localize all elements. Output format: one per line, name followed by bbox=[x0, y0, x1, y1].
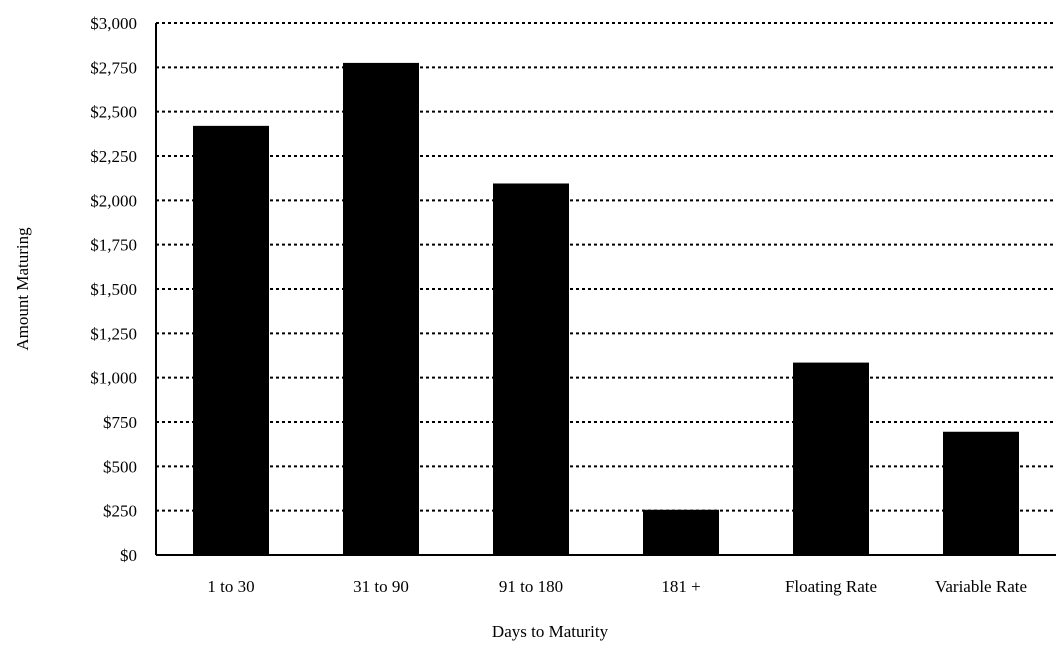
y-tick-label: $1,250 bbox=[90, 324, 137, 343]
gridlines bbox=[156, 22, 1056, 512]
bar-91-to-180 bbox=[493, 183, 569, 555]
y-tick-label: $1,500 bbox=[90, 280, 137, 299]
y-tick-label: $1,000 bbox=[90, 369, 137, 388]
y-tick-label: $2,750 bbox=[90, 58, 137, 77]
bar-1-to-30 bbox=[193, 125, 269, 555]
y-tick-label: $0 bbox=[120, 546, 137, 565]
bar-31-to-90 bbox=[343, 62, 419, 556]
x-tick-labels: 1 to 30 31 to 90 91 to 180 181 + Floating Ra… bbox=[207, 577, 1027, 596]
y-tick-labels: $0 $250 $500 $750 $1,000 $1,250 $1,500 $1,750 $2… bbox=[90, 14, 137, 565]
y-tick-label: $2,500 bbox=[90, 103, 137, 122]
x-tick-label: Variable Rate bbox=[935, 577, 1027, 596]
y-tick-label: $3,000 bbox=[90, 14, 137, 33]
x-tick-label: 1 to 30 bbox=[207, 577, 254, 596]
bar-181 bbox=[643, 509, 719, 555]
x-tick-label: Floating Rate bbox=[785, 577, 877, 596]
y-tick-label: $2,000 bbox=[90, 191, 137, 210]
x-tick-label: 181 + bbox=[661, 577, 700, 596]
y-tick-label: $500 bbox=[103, 457, 137, 476]
y-tick-label: $750 bbox=[103, 413, 137, 432]
y-axis-title: Amount Maturing bbox=[13, 227, 32, 351]
x-tick-label: 91 to 180 bbox=[499, 577, 563, 596]
y-tick-label: $1,750 bbox=[90, 236, 137, 255]
y-tick-label: $2,250 bbox=[90, 147, 137, 166]
x-axis-title: Days to Maturity bbox=[492, 622, 609, 641]
axes bbox=[155, 23, 1056, 556]
bar-variable-rate bbox=[943, 431, 1019, 555]
y-tick-label: $250 bbox=[103, 502, 137, 521]
bar-floating-rate bbox=[793, 362, 869, 555]
bars bbox=[193, 62, 1019, 556]
x-tick-label: 31 to 90 bbox=[353, 577, 409, 596]
